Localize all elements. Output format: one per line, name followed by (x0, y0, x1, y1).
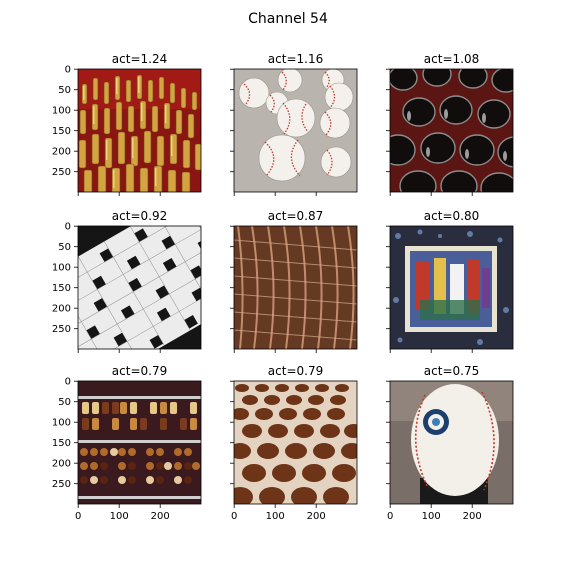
y-tick-label: 150 (52, 438, 71, 449)
x-tick-label: 0 (387, 511, 393, 522)
y-tick-label: 250 (52, 479, 71, 490)
y-tick-label: 0 (65, 65, 71, 76)
figure-title: Channel 54 (248, 11, 328, 27)
y-tick-label: 200 (52, 147, 71, 158)
y-tick-marks (74, 68, 390, 485)
panel-3: act=1.08 (389, 52, 514, 193)
panel-5-image (234, 226, 357, 349)
y-tick-label: 50 (58, 242, 71, 253)
x-tick-label: 100 (110, 511, 129, 522)
panel-1-title: act=1.24 (112, 52, 167, 66)
panel-1-image (78, 69, 201, 192)
y-tick-label: 150 (52, 283, 71, 294)
y-tick-label: 200 (52, 304, 71, 315)
panel-8-title: act=0.79 (268, 364, 323, 378)
panel-2-title: act=1.16 (268, 52, 323, 66)
y-tick-label: 50 (58, 85, 71, 96)
x-tick-label: 0 (231, 511, 237, 522)
x-tick-label: 0 (75, 511, 81, 522)
panel-5-title: act=0.87 (268, 209, 323, 223)
panel-6: act=0.80 (389, 209, 514, 350)
y-tick-label: 0 (65, 222, 71, 233)
panel-2: act=1.16 (233, 52, 358, 193)
panel-9: act=0.75 (389, 364, 514, 505)
panel-9-image (390, 381, 513, 504)
x-tick-label: 200 (151, 511, 170, 522)
y-tick-label: 100 (52, 106, 71, 117)
y-tick-label: 50 (58, 397, 71, 408)
x-tick-marks (77, 192, 473, 508)
panel-7: act=0.79 (77, 364, 202, 505)
panel-3-image (390, 69, 513, 192)
panel-7-image (78, 381, 201, 504)
panel-1: act=1.24 (77, 52, 202, 193)
panel-7-title: act=0.79 (112, 364, 167, 378)
panel-8: act=0.79 (233, 364, 358, 505)
y-tick-label: 100 (52, 418, 71, 429)
y-tick-label: 250 (52, 324, 71, 335)
y-tick-label: 100 (52, 263, 71, 274)
panel-9-title: act=0.75 (424, 364, 479, 378)
x-tick-label: 100 (422, 511, 441, 522)
panel-2-image (234, 69, 357, 192)
x-tick-label: 200 (463, 511, 482, 522)
y-tick-label: 150 (52, 126, 71, 137)
x-tick-label: 200 (307, 511, 326, 522)
y-tick-label: 250 (52, 167, 71, 178)
panel-4-image (78, 226, 201, 349)
panel-6-title: act=0.80 (424, 209, 479, 223)
panel-4-title: act=0.92 (112, 209, 167, 223)
y-tick-label: 0 (65, 377, 71, 388)
panel-5: act=0.87 (233, 209, 358, 350)
y-tick-label: 200 (52, 459, 71, 470)
panel-6-image (390, 226, 513, 349)
panel-3-title: act=1.08 (424, 52, 479, 66)
panel-4: act=0.92 (77, 209, 202, 350)
panel-8-image (234, 381, 357, 504)
x-tick-label: 100 (266, 511, 285, 522)
